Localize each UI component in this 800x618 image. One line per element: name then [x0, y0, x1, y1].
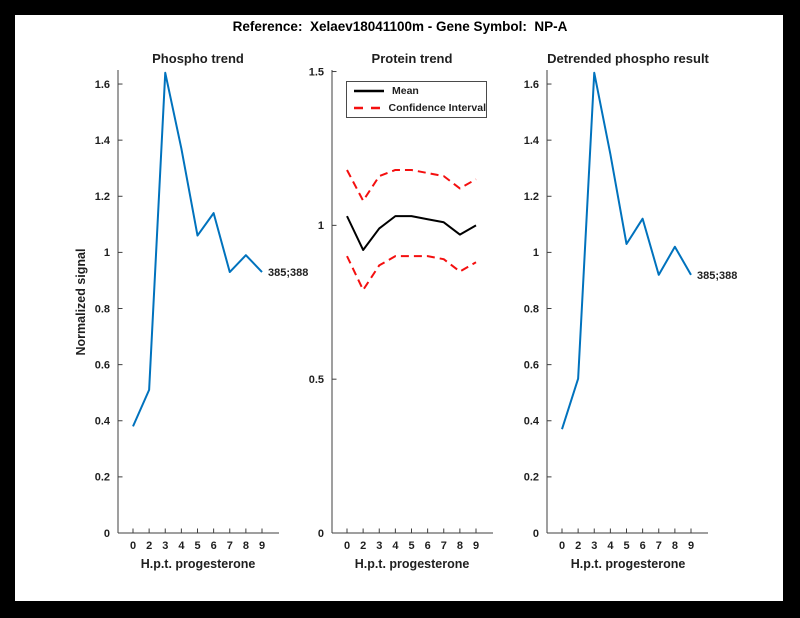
- x-tick-label: 0: [559, 540, 565, 552]
- confidence-interval-line-sample: [354, 106, 382, 109]
- y-tick-label: 0: [533, 528, 539, 540]
- series-ci-lower: [346, 255, 477, 291]
- x-tick-label: 9: [259, 540, 265, 552]
- y-tick-label: 1.5: [309, 66, 324, 78]
- x-tick-label: 3: [376, 540, 382, 552]
- y-tick-label: 1.6: [524, 79, 539, 91]
- x-tick-label: 2: [146, 540, 152, 552]
- y-tick-label: 0: [318, 528, 324, 540]
- subplot-protein-title: Protein trend: [371, 51, 453, 66]
- mean-line-sample: [354, 90, 384, 93]
- y-tick-label: 0.6: [524, 359, 539, 371]
- x-tick-label: 2: [575, 540, 581, 552]
- figure-title: Reference: Xelaev18041100m - Gene Symbol…: [232, 19, 568, 34]
- x-tick-label: 0: [344, 540, 350, 552]
- y-tick-label: 1: [318, 220, 324, 232]
- y-tick-label: 0: [104, 528, 110, 540]
- series-detrended: [561, 71, 692, 430]
- y-tick-label: 0.2: [95, 472, 110, 484]
- x-tick-label: 2: [360, 540, 366, 552]
- x-tick-label: 5: [623, 540, 629, 552]
- legend-item-mean: Mean: [347, 84, 486, 98]
- x-tick-label: 9: [688, 540, 694, 552]
- x-tick-label: 6: [640, 540, 646, 552]
- y-tick-label: 1.4: [524, 135, 540, 147]
- y-tick-label: 1.2: [95, 191, 110, 203]
- series-mean: [346, 215, 477, 251]
- x-tick-label: 4: [607, 540, 614, 552]
- y-tick-label: 0.6: [95, 359, 110, 371]
- series-phospho: [132, 71, 263, 427]
- protein-trend-chart: 00.511.50 2 3 4 5 6 7 8 9: [309, 66, 493, 552]
- x-tick-label: 5: [194, 540, 200, 552]
- ylabel-normalized-signal: Normalized signal: [74, 248, 88, 356]
- x-tick-label: 7: [227, 540, 233, 552]
- x-tick-label: 9: [473, 540, 479, 552]
- endpoint-label: 385;388: [268, 267, 308, 279]
- x-tick-label: 5: [408, 540, 414, 552]
- x-tick-label: 8: [243, 540, 249, 552]
- legend-label-mean: Mean: [392, 85, 419, 98]
- y-tick-label: 1.2: [524, 191, 539, 203]
- x-tick-label: 7: [656, 540, 662, 552]
- y-tick-label: 1.6: [95, 79, 110, 91]
- y-tick-label: 1.4: [95, 135, 111, 147]
- xlabel-detrended: H.p.t. progesterone: [570, 557, 686, 571]
- legend: Mean Confidence Interval: [346, 81, 487, 118]
- x-tick-label: 3: [591, 540, 597, 552]
- y-tick-label: 0.8: [95, 303, 110, 315]
- x-tick-label: 4: [392, 540, 399, 552]
- y-tick-label: 0.8: [524, 303, 539, 315]
- x-tick-label: 3: [162, 540, 168, 552]
- y-tick-label: 0.5: [309, 374, 324, 386]
- xlabel-phospho: H.p.t. progesterone: [140, 557, 256, 571]
- x-tick-label: 0: [130, 540, 136, 552]
- y-tick-label: 1: [104, 247, 110, 259]
- y-tick-label: 0.4: [95, 416, 111, 428]
- y-tick-label: 0.2: [524, 472, 539, 484]
- endpoint-label: 385;388: [697, 270, 737, 282]
- subplot-phospho-title: Phospho trend: [152, 51, 244, 66]
- subplot-detrended-title: Detrended phospho result: [547, 51, 709, 66]
- y-tick-label: 0.4: [524, 416, 540, 428]
- x-tick-label: 4: [178, 540, 185, 552]
- legend-item-confidence-interval: Confidence Interval: [347, 101, 486, 115]
- x-tick-label: 7: [441, 540, 447, 552]
- x-tick-label: 6: [425, 540, 431, 552]
- x-tick-label: 8: [457, 540, 463, 552]
- y-tick-label: 1: [533, 247, 539, 259]
- legend-label-confidence-interval: Confidence Interval: [388, 101, 486, 114]
- x-tick-label: 6: [211, 540, 217, 552]
- xlabel-protein: H.p.t. progesterone: [354, 557, 470, 571]
- x-tick-label: 8: [672, 540, 678, 552]
- series-ci-upper: [346, 168, 477, 202]
